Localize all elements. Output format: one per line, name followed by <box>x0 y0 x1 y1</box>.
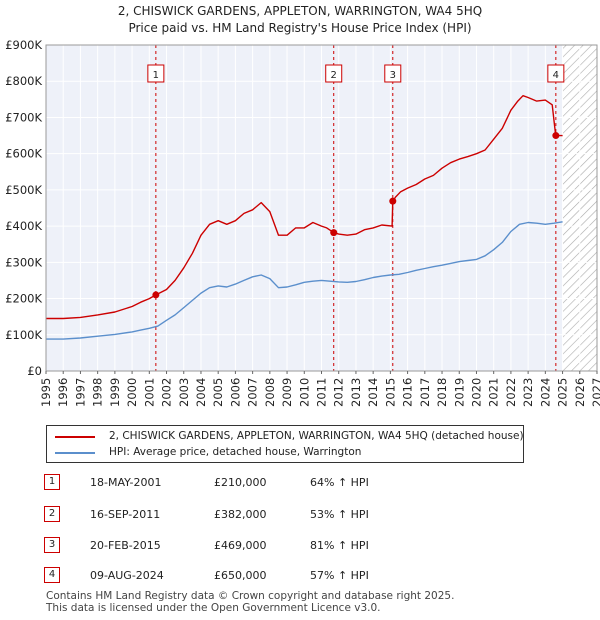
x-tick-label: 1996 <box>56 378 70 407</box>
sale-hpi: 57% ↑ HPI <box>310 569 369 582</box>
price-chart: 1 2 3 4 £0 £100K £200K £300K £400K £500K £600K £700… <box>5 38 600 407</box>
x-tick-label: 2003 <box>177 378 191 407</box>
sale-price: £210,000 <box>214 476 267 489</box>
x-tick-label: 2011 <box>315 378 329 407</box>
sale-badge: 2 <box>44 506 60 522</box>
sale-badge: 3 <box>44 537 60 553</box>
sale-label-box <box>147 64 165 83</box>
y-tick-label: £200K <box>5 292 42 306</box>
x-tick-label: 1998 <box>91 378 105 407</box>
sale-badge: 1 <box>44 474 60 490</box>
table-row: 3 20-FEB-2015 £469,000 81% ↑ HPI <box>0 537 600 557</box>
x-tick-label: 2023 <box>521 378 535 407</box>
page-title: 2, CHISWICK GARDENS, APPLETON, WARRINGTO… <box>117 4 483 18</box>
y-tick-label: £400K <box>5 219 42 233</box>
footer-copyright: Contains HM Land Registry data © Crown c… <box>46 590 455 602</box>
sale-point <box>152 291 160 299</box>
sale-date: 09-AUG-2024 <box>90 569 164 582</box>
table-row: 1 18-MAY-2001 £210,000 64% ↑ HPI <box>0 474 600 494</box>
legend-hpi-label: HPI: Average price, detached house, Warr… <box>109 446 362 458</box>
x-tick-label: 2019 <box>452 378 466 407</box>
x-tick-label: 2018 <box>435 378 449 407</box>
x-tick-label: 2013 <box>349 378 363 407</box>
sale-price: £382,000 <box>214 508 267 521</box>
x-tick-label: 2004 <box>194 378 208 407</box>
sale-label-number: 2 <box>331 70 337 81</box>
sale-label-box <box>325 64 343 83</box>
sale-price: £650,000 <box>214 569 267 582</box>
legend-property-label: 2, CHISWICK GARDENS, APPLETON, WARRINGTO… <box>109 430 524 442</box>
x-tick-label: 1997 <box>73 378 87 407</box>
x-tick-label: 2024 <box>538 378 552 407</box>
x-tick-label: 1995 <box>39 378 53 407</box>
x-tick-label: 2002 <box>160 378 174 407</box>
x-tick-label: 2017 <box>418 378 432 407</box>
legend-red-line <box>55 436 95 438</box>
sale-label-box <box>384 64 402 83</box>
footer-licence: This data is licensed under the Open Gov… <box>46 602 381 614</box>
x-tick-label: 2027 <box>590 378 600 407</box>
x-tick-label: 2008 <box>263 378 277 407</box>
x-tick-label: 2000 <box>125 378 139 407</box>
y-tick-label: £500K <box>5 183 42 197</box>
x-tick-label: 2006 <box>228 378 242 407</box>
table-row: 2 16-SEP-2011 £382,000 53% ↑ HPI <box>0 506 600 526</box>
page-subtitle: Price paid vs. HM Land Registry's House … <box>128 21 472 35</box>
x-tick-label: 2025 <box>556 378 570 407</box>
x-tick-label: 2021 <box>487 378 501 407</box>
sale-point <box>389 197 397 205</box>
sale-point <box>552 132 560 140</box>
sale-hpi: 81% ↑ HPI <box>310 539 369 552</box>
sale-hpi: 64% ↑ HPI <box>310 476 369 489</box>
sale-point <box>330 229 338 237</box>
sale-date: 20-FEB-2015 <box>90 539 161 552</box>
sale-label-box <box>547 64 565 83</box>
x-tick-label: 2001 <box>142 378 156 407</box>
x-tick-label: 2014 <box>366 378 380 407</box>
hpi-line <box>46 221 563 340</box>
sale-label-number: 1 <box>153 70 159 81</box>
legend-blue-line <box>55 452 95 454</box>
y-tick-label: £100K <box>5 328 42 342</box>
sale-date: 18-MAY-2001 <box>90 476 162 489</box>
x-tick-label: 2020 <box>469 378 483 407</box>
x-tick-label: 2022 <box>504 378 518 407</box>
y-tick-label: £300K <box>5 255 42 269</box>
x-tick-label: 1999 <box>108 378 122 407</box>
y-tick-label: £800K <box>5 74 42 88</box>
property-price-line <box>46 94 563 320</box>
sale-hpi: 53% ↑ HPI <box>310 508 369 521</box>
x-tick-label: 2016 <box>401 378 415 407</box>
x-tick-label: 2015 <box>383 378 397 407</box>
y-tick-label: £600K <box>5 147 42 161</box>
sale-label-number: 3 <box>390 70 396 81</box>
sale-price: £469,000 <box>214 539 267 552</box>
x-tick-label: 2007 <box>246 378 260 407</box>
x-tick-label: 2026 <box>573 378 587 407</box>
x-tick-label: 2005 <box>211 378 225 407</box>
legend: 2, CHISWICK GARDENS, APPLETON, WARRINGTO… <box>46 425 524 463</box>
table-row: 4 09-AUG-2024 £650,000 57% ↑ HPI <box>0 567 600 587</box>
x-tick-label: 2010 <box>297 378 311 407</box>
y-tick-label: £0 <box>27 364 42 378</box>
sale-badge: 4 <box>44 567 60 583</box>
y-tick-label: £900K <box>5 38 42 52</box>
x-tick-label: 2009 <box>280 378 294 407</box>
x-tick-label: 2012 <box>332 378 346 407</box>
sale-label-number: 4 <box>553 70 559 81</box>
y-tick-label: £700K <box>5 110 42 124</box>
sale-date: 16-SEP-2011 <box>90 508 161 521</box>
